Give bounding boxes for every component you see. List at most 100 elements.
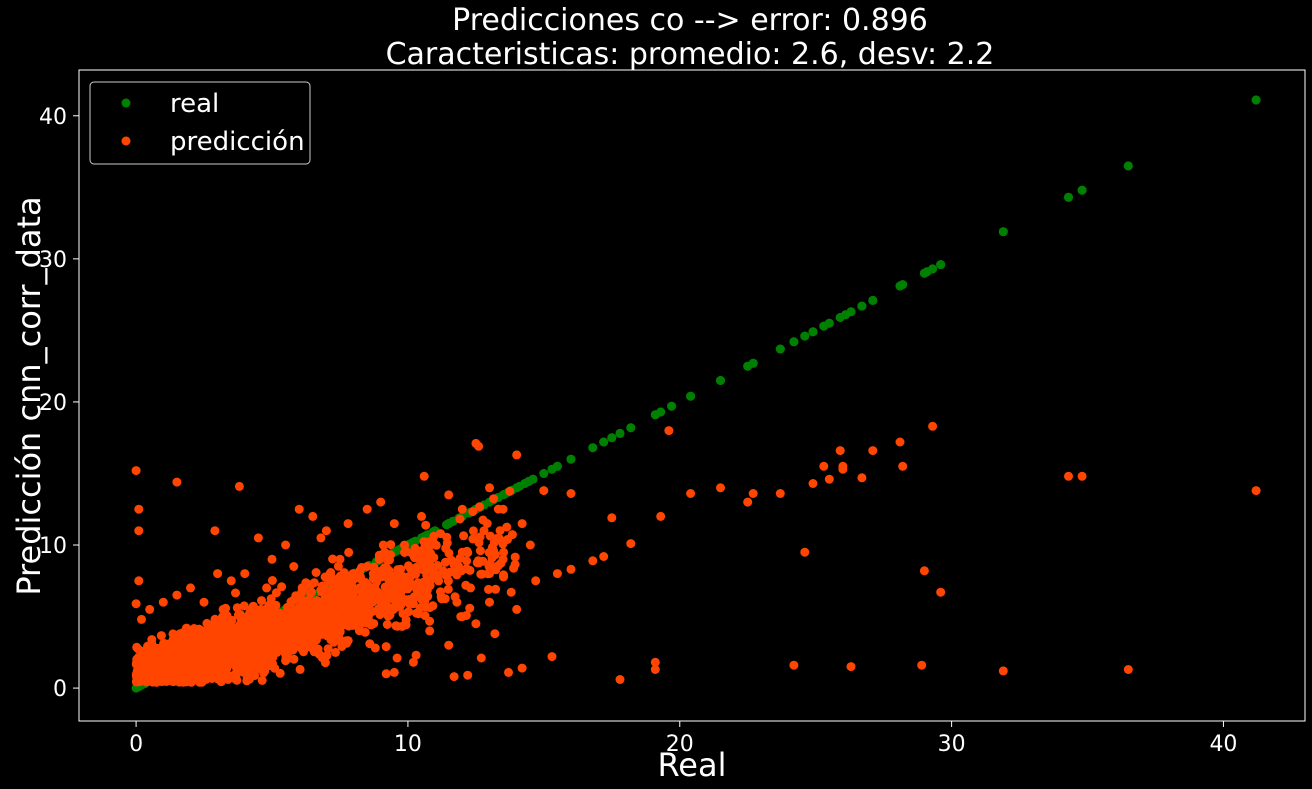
real-point (998, 227, 1008, 237)
prediccion-point (422, 557, 432, 566)
prediccion-point (531, 576, 541, 586)
prediccion-point (337, 605, 347, 615)
prediccion-point (349, 612, 359, 622)
prediccion-point (466, 583, 475, 593)
prediccion-point (272, 628, 282, 638)
prediccion-point (348, 575, 358, 585)
prediccion-point (468, 526, 478, 536)
real-point (857, 301, 867, 311)
prediccion-point (459, 531, 469, 541)
prediccion-point (446, 555, 456, 565)
prediccion-point (277, 582, 287, 592)
real-point (498, 490, 508, 500)
x-tick-label: 40 (1209, 732, 1237, 757)
prediccion-point (936, 587, 946, 597)
prediccion-point (504, 667, 513, 677)
prediccion-point (409, 592, 419, 602)
prediccion-point (498, 504, 508, 514)
legend-marker-prediccion (121, 136, 131, 146)
prediccion-point (396, 594, 406, 604)
prediccion-point (490, 629, 500, 639)
legend-box (89, 81, 311, 165)
real-point (824, 318, 834, 328)
prediccion-point (272, 647, 282, 657)
prediccion-point (442, 538, 452, 548)
prediccion-point (485, 569, 494, 579)
prediccion-point (337, 642, 347, 651)
prediccion-point (819, 461, 829, 471)
prediccion-point (326, 568, 336, 577)
prediccion-point (331, 647, 340, 657)
real-point (1251, 95, 1261, 105)
prediccion-point (451, 566, 461, 576)
prediccion-point (149, 659, 159, 669)
prediccion-point (213, 639, 223, 649)
prediccion-point (376, 497, 386, 507)
real-point (775, 344, 785, 354)
prediccion-point (330, 610, 340, 620)
prediccion-point (289, 654, 299, 664)
prediccion-point (430, 569, 440, 579)
prediccion-point (547, 652, 557, 662)
prediccion-point (472, 558, 482, 568)
y-axis-ticks: 0 10 20 30 40 (39, 105, 79, 702)
prediccion-point (297, 587, 307, 597)
real-point (928, 264, 938, 274)
prediccion-point (266, 636, 276, 646)
prediccion-point (294, 504, 304, 514)
prediccion-point (142, 644, 152, 654)
prediccion-point (775, 489, 785, 498)
y-tick-label: 10 (39, 534, 67, 559)
prediccion-point (474, 538, 484, 548)
prediccion-point (266, 599, 276, 609)
prediccion-point (186, 632, 196, 642)
prediccion-point (498, 554, 508, 564)
prediccion-point (233, 667, 243, 677)
legend-label-prediccion: predicción (170, 127, 305, 157)
prediccion-point (552, 569, 562, 579)
prediccion-point (650, 665, 660, 674)
prediccion-point (289, 562, 299, 571)
x-tick-label: 30 (938, 732, 966, 757)
prediccion-point (355, 566, 365, 576)
prediccion-point (412, 608, 421, 618)
prediccion-point (369, 562, 379, 572)
prediccion-point (281, 653, 291, 663)
prediccion-point (386, 540, 396, 550)
prediccion-point (172, 477, 182, 487)
prediccion-point (326, 617, 336, 627)
prediccion-point (512, 450, 522, 460)
prediccion-point (444, 548, 454, 558)
prediccion-point (210, 526, 220, 536)
prediccion-point (220, 644, 230, 654)
prediccion-point (236, 646, 246, 656)
prediccion-point (476, 653, 486, 663)
prediccion-point (395, 601, 405, 611)
prediccion-point (1123, 665, 1133, 674)
prediccion-point (287, 617, 297, 627)
prediccion-point (800, 547, 810, 557)
x-axis-label: Real (658, 746, 727, 784)
prediccion-point (431, 540, 441, 550)
prediccion-point (253, 533, 263, 543)
prediccion-point (468, 507, 478, 517)
prediccion-point (168, 634, 178, 644)
prediccion-point (457, 547, 467, 557)
prediccion-point (151, 647, 161, 657)
prediccion-point (370, 643, 380, 653)
prediccion-point (650, 657, 660, 667)
prediccion-point (455, 514, 465, 524)
y-tick-label: 0 (53, 677, 67, 702)
prediccion-point (434, 576, 444, 586)
real-point (520, 479, 530, 488)
prediccion-point (218, 654, 228, 663)
prediccion-point (335, 554, 345, 564)
y-axis-label: Predicción cnn_corr_data (10, 196, 48, 595)
prediccion-point (380, 582, 390, 592)
prediccion-point (512, 604, 522, 614)
prediccion-point (244, 674, 254, 684)
prediccion-point (808, 479, 818, 488)
prediccion-point (308, 628, 318, 638)
prediccion-point (404, 607, 414, 617)
